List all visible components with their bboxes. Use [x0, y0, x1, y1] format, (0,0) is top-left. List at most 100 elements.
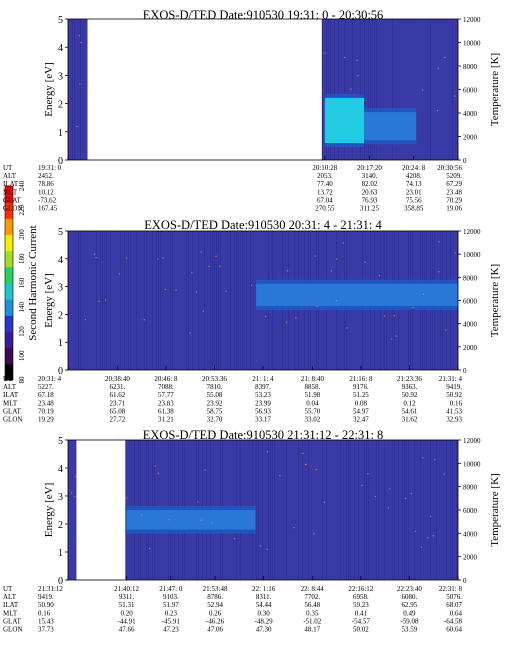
hot-dot	[350, 88, 352, 90]
table-cell-ilat: 77.40	[317, 180, 333, 188]
table-cell-ilat: 50.92	[446, 391, 462, 399]
table-cell-glat: 55.70	[305, 407, 321, 415]
table-cell-ilat: 78.86	[38, 180, 54, 188]
row-label: GLAT	[3, 407, 22, 415]
y-tick-label: 5	[58, 227, 63, 238]
texture-stripe	[262, 440, 263, 580]
table-cell-glat: -54.57	[352, 617, 371, 625]
hot-dot	[445, 329, 447, 331]
row-label: UT	[3, 585, 13, 593]
y2-axis-title: Temperature [K]	[489, 264, 501, 337]
texture-stripe	[80, 19, 81, 160]
row-label: MLT	[3, 399, 18, 407]
texture-stripe	[398, 440, 399, 580]
texture-stripe	[368, 440, 369, 580]
texture-stripe	[384, 440, 385, 580]
table-cell-glon: 48.17	[304, 626, 320, 634]
texture-stripe	[204, 231, 205, 370]
table-cell-glat: 65.08	[110, 407, 126, 415]
table-cell-ut: 21:40:12	[114, 585, 139, 593]
hot-dot	[383, 315, 386, 317]
table-cell-glat: -73.62	[38, 196, 57, 204]
texture-stripe	[170, 231, 171, 370]
table-cell-alt: 9311.	[119, 593, 135, 601]
panel-1: EXOS-D/TED Date:910530 19:31: 0 - 20:30:…	[3, 8, 501, 213]
y-tick-label: 5	[58, 15, 63, 26]
y-tick-label: 1	[58, 338, 63, 349]
hot-dot	[444, 56, 446, 59]
hot-dot	[313, 533, 315, 535]
table-cell-ilat: 82.02	[362, 180, 378, 188]
table-cell-ilat: 68.07	[446, 601, 462, 609]
hot-dot	[126, 497, 128, 499]
data-gap	[87, 19, 322, 160]
hot-dot	[304, 463, 307, 466]
hot-dot	[315, 468, 317, 471]
row-label: GLON	[3, 416, 22, 424]
hot-dot	[335, 299, 337, 302]
texture-stripe	[258, 440, 259, 580]
row-label: GLON	[3, 205, 22, 213]
y-axis-title: Energy [eV]	[43, 483, 55, 537]
table-cell-mlt: 0.16	[450, 399, 463, 407]
table-cell-glon: 32.47	[353, 416, 369, 424]
table-cell-mlt: 13.72	[317, 188, 333, 196]
hot-dot	[80, 41, 82, 44]
table-cell-ut: 22:16:12	[348, 585, 373, 593]
colorbar: 80 100 120 140 160 180 200 220 240 Second Harmoni…	[4, 180, 39, 384]
y2-tick-label: 4000	[463, 530, 478, 538]
y-tick-label: 3	[58, 283, 63, 294]
y-tick-label: 3	[58, 492, 63, 503]
hot-dot	[302, 452, 304, 454]
texture-stripe	[430, 19, 431, 160]
table-cell-mlt: 0.35	[306, 609, 319, 617]
y-tick-label: 2	[58, 310, 63, 321]
texture-stripe	[402, 440, 403, 580]
panel-title: EXOS-D/TED Date:910530 19:31: 0 - 20:30:…	[143, 8, 384, 22]
texture-stripe	[376, 440, 377, 580]
table-cell-ut: 20:31: 4	[38, 375, 62, 383]
y-tick-label: 1	[58, 548, 63, 559]
texture-stripe	[110, 231, 111, 370]
colorbar-segment	[5, 363, 13, 381]
texture-stripe	[334, 19, 335, 160]
hot-dot	[104, 299, 107, 301]
texture-stripe	[346, 440, 347, 580]
y-tick-label: 3	[58, 71, 63, 82]
y2-tick-label: 2000	[463, 554, 478, 562]
y2-tick-label: 0	[463, 577, 467, 585]
texture-stripe	[158, 231, 159, 370]
table-cell-ut: 20:53:36	[202, 375, 227, 383]
table-cell-mlt: 0.04	[306, 399, 319, 407]
texture-stripe	[420, 440, 421, 580]
table-cell-mlt: 0.16	[38, 609, 51, 617]
table-cell-glon: 33.02	[305, 416, 321, 424]
hot-dot	[342, 242, 344, 244]
texture-stripe	[250, 231, 251, 370]
colorbar-tick-label: 160	[18, 277, 26, 288]
y2-tick-label: 2000	[463, 134, 478, 142]
emission-band	[256, 283, 458, 307]
y2-tick-label: 8000	[463, 274, 478, 282]
table-cell-ilat: 55.08	[207, 391, 223, 399]
hot-dot	[393, 314, 395, 317]
table-cell-ilat: 59.23	[353, 601, 369, 609]
row-label: ALT	[3, 172, 17, 180]
y2-tick-label: 6000	[463, 87, 478, 95]
texture-stripe	[392, 19, 393, 160]
table-cell-ilat: 50.92	[402, 391, 418, 399]
table-cell-alt: 7810.	[207, 383, 223, 391]
table-cell-mlt: 23.48	[38, 399, 54, 407]
table-cell-glon: 33.17	[255, 416, 271, 424]
hot-dot	[79, 83, 81, 85]
table-cell-mlt: 0.30	[258, 609, 271, 617]
row-label: ALT	[3, 593, 17, 601]
table-cell-alt: 6958.	[353, 593, 369, 601]
texture-stripe	[452, 440, 453, 580]
row-label: GLAT	[3, 617, 22, 625]
hot-dot	[432, 535, 434, 537]
y2-tick-label: 12000	[463, 16, 481, 24]
texture-stripe	[172, 231, 173, 370]
table-cell-glon: 19.29	[38, 416, 54, 424]
row-label: ILAT	[3, 180, 19, 188]
